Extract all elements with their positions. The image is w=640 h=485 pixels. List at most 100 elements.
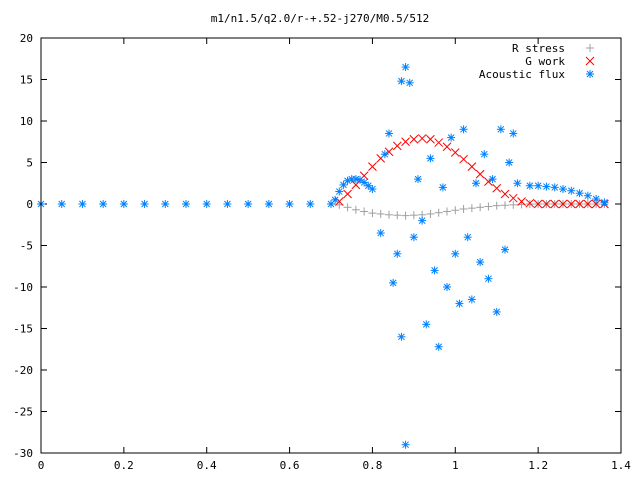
tick-labels: 0 0.2 0.4 0.6 0.8 1 1.2 1.4 -30 -25 -20 -15 -10 -5 0 5 1… — [13, 32, 631, 472]
x-tick-label: 1 — [452, 459, 459, 472]
data-point — [223, 200, 232, 208]
x-tick-label: 1.2 — [528, 459, 548, 472]
y-tick-label: 20 — [20, 32, 33, 45]
data-point — [472, 179, 480, 188]
data-point — [467, 295, 476, 304]
y-tick-label: -5 — [20, 240, 33, 253]
data-point — [542, 182, 551, 191]
data-point — [343, 203, 352, 212]
data-point — [467, 204, 476, 213]
data-point — [376, 229, 385, 238]
legend-marker — [585, 56, 595, 66]
data-point — [389, 278, 398, 287]
data-point — [426, 154, 435, 163]
data-point — [567, 186, 576, 195]
data-point — [285, 200, 294, 208]
data-point — [583, 199, 593, 209]
data-point — [397, 332, 406, 341]
data-point — [492, 307, 501, 316]
data-point — [484, 202, 493, 211]
data-point — [409, 233, 418, 242]
data-point — [575, 189, 584, 198]
data-point — [343, 189, 352, 199]
x-tick-label: 0.6 — [280, 459, 300, 472]
data-point — [600, 198, 609, 207]
data-point — [368, 185, 377, 194]
data-point — [463, 233, 472, 242]
data-point — [459, 204, 468, 213]
y-tick-label: 15 — [20, 74, 33, 87]
data-point — [397, 77, 406, 86]
legend-marker — [586, 44, 594, 52]
data-point — [492, 183, 502, 193]
data-point — [559, 185, 567, 194]
data-point — [426, 209, 435, 218]
data-point — [443, 283, 451, 291]
data-point — [517, 197, 526, 206]
data-point — [480, 150, 489, 159]
plot-frame — [40, 37, 622, 454]
data-point — [327, 200, 335, 208]
data-point — [508, 193, 518, 203]
y-tick-label: -30 — [13, 447, 33, 460]
data-point — [575, 199, 584, 209]
data-point — [393, 249, 402, 258]
data-point — [376, 209, 385, 218]
data-point — [455, 299, 464, 308]
x-tick-label: 0.4 — [197, 459, 217, 472]
data-point — [401, 63, 410, 72]
y-tick-label: -20 — [13, 364, 33, 377]
data-point — [501, 245, 509, 254]
x-tick-label: 0.2 — [114, 459, 134, 472]
data-point — [475, 169, 485, 179]
data-point — [401, 440, 410, 449]
data-point — [459, 154, 468, 164]
data-point — [393, 211, 402, 220]
data-point — [385, 210, 393, 219]
data-point — [467, 162, 477, 172]
data-point — [335, 187, 344, 196]
data-point — [244, 200, 253, 208]
data-point — [385, 129, 393, 138]
data-point — [447, 133, 456, 142]
data-point — [417, 134, 427, 143]
legend-marker — [586, 70, 594, 78]
data-point — [566, 199, 576, 209]
data-point — [496, 125, 505, 134]
data-point — [484, 274, 493, 283]
data-point — [443, 207, 451, 216]
data-point — [409, 134, 419, 144]
data-point — [360, 178, 369, 187]
data-point — [401, 137, 410, 147]
axis-ticks — [40, 37, 622, 454]
series-r-stress — [335, 200, 609, 220]
data-point — [422, 320, 431, 329]
y-tick-label: 10 — [20, 115, 33, 128]
data-point — [57, 200, 66, 208]
x-tick-label: 0 — [38, 459, 45, 472]
data-point — [476, 203, 485, 212]
x-tick-label: 0.8 — [362, 459, 382, 472]
data-point — [525, 200, 534, 208]
data-point — [434, 138, 444, 147]
series-acoustic-flux — [37, 63, 609, 449]
data-point — [364, 181, 373, 190]
data-point — [500, 189, 510, 199]
data-point — [476, 258, 485, 267]
data-point — [306, 200, 315, 208]
data-point — [401, 211, 410, 220]
data-point — [182, 200, 190, 208]
data-point — [513, 179, 522, 188]
data-series — [37, 63, 609, 449]
data-point — [351, 205, 360, 214]
y-tick-label: -15 — [13, 323, 33, 336]
data-point — [434, 208, 443, 217]
data-point — [488, 175, 497, 184]
data-point — [119, 200, 128, 208]
data-point — [409, 211, 418, 220]
x-tick-label: 1.4 — [611, 459, 631, 472]
data-point — [442, 142, 452, 152]
